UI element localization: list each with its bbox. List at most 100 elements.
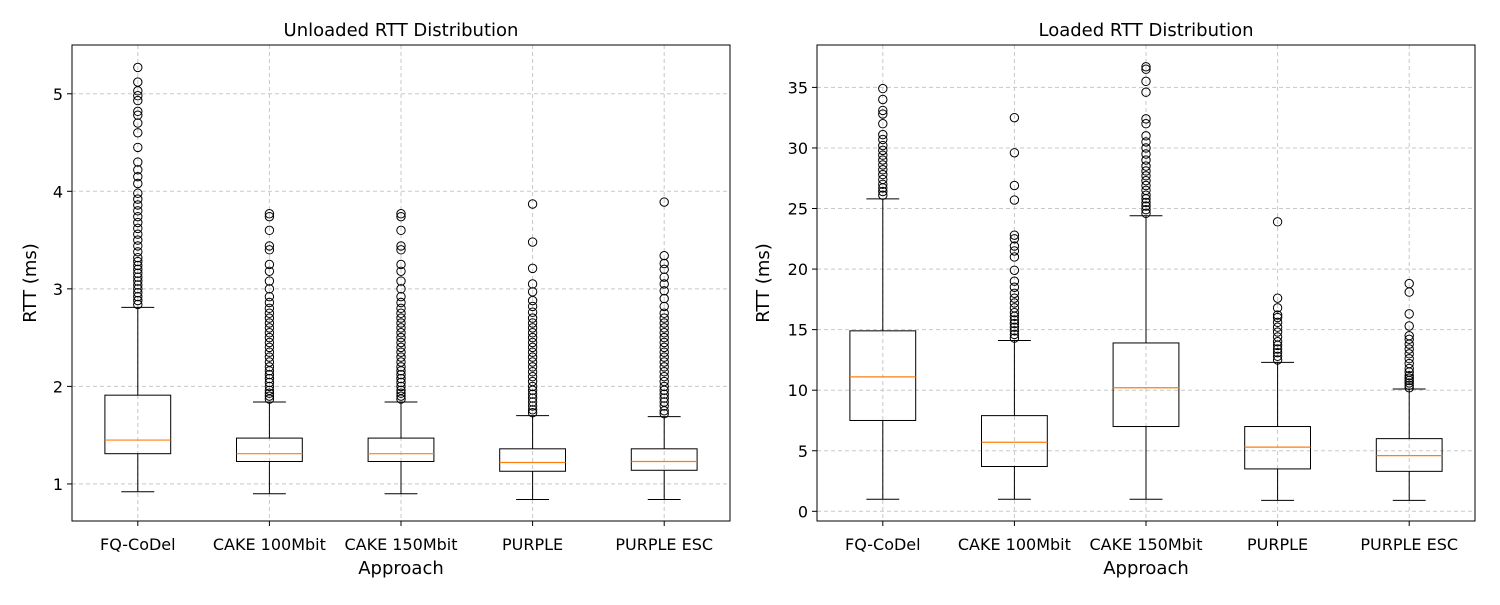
- box-3: [1112, 62, 1180, 500]
- box-2: [981, 112, 1048, 500]
- outlier-point: [1272, 355, 1283, 365]
- outlier-point: [659, 279, 669, 289]
- outlier-point: [264, 313, 275, 323]
- outlier-point: [396, 342, 406, 353]
- outlier-point: [264, 357, 275, 367]
- outlier-point: [133, 268, 143, 278]
- axis-ticks: 0 5 10 15 20 25 30 35 FQ-CoDel CAKE 100Mbit CAKE 1…: [788, 78, 1458, 554]
- outlier-point: [396, 291, 406, 302]
- outlier-point: [878, 186, 888, 197]
- outlier-point: [527, 287, 538, 297]
- y-axis-label: RTT (ms): [753, 243, 774, 323]
- outlier-point: [659, 286, 669, 296]
- outlier-point: [878, 165, 888, 175]
- iqr-box: [367, 437, 435, 462]
- outlier-point: [527, 301, 538, 312]
- outlier-point: [1272, 351, 1283, 361]
- outlier-point: [264, 391, 275, 401]
- outlier-point: [133, 206, 143, 216]
- outlier-point: [1009, 318, 1020, 329]
- outlier-point: [133, 178, 143, 189]
- outlier-point: [527, 401, 538, 411]
- outlier-point: [133, 280, 143, 290]
- outlier-point: [1404, 370, 1414, 381]
- iqr-box: [981, 415, 1048, 467]
- outlier-point: [527, 323, 538, 333]
- x-tick-label: CAKE 150Mbit: [1089, 535, 1202, 554]
- outlier-point: [264, 352, 275, 362]
- outlier-point: [396, 211, 406, 222]
- outlier-point: [396, 385, 406, 395]
- y-tick-label: 30: [788, 139, 808, 158]
- outlier-point: [1009, 252, 1020, 262]
- outlier-point: [133, 223, 143, 234]
- outlier-point: [1141, 149, 1151, 159]
- outlier-point: [133, 284, 143, 294]
- outlier-point: [1009, 246, 1020, 256]
- box-plots: [104, 62, 698, 501]
- outlier-point: [396, 313, 406, 323]
- outlier-point: [396, 381, 406, 392]
- y-tick-label: 1: [53, 475, 63, 494]
- y-tick-label: 4: [53, 182, 63, 201]
- box-1: [104, 62, 172, 493]
- box-plots: [849, 62, 1443, 501]
- outlier-point: [264, 297, 275, 308]
- outlier-point: [264, 209, 275, 219]
- outlier-point: [1141, 64, 1151, 74]
- outlier-point: [133, 241, 143, 251]
- outlier-point: [1272, 217, 1283, 227]
- outlier-point: [659, 337, 669, 348]
- outlier-point: [396, 357, 406, 367]
- outlier-point: [1141, 175, 1151, 186]
- outlier-point: [133, 110, 143, 120]
- x-tick-label: FQ-CoDel: [100, 535, 176, 554]
- outlier-point: [659, 197, 669, 207]
- outlier-point: [878, 169, 888, 180]
- y-tick-label: 3: [53, 280, 63, 299]
- x-tick-label: CAKE 100Mbit: [958, 535, 1071, 554]
- outlier-point: [1009, 112, 1020, 123]
- outlier-point: [396, 391, 406, 401]
- outlier-point: [1009, 180, 1020, 191]
- outlier-point: [659, 371, 669, 382]
- y-tick-label: 10: [788, 381, 808, 400]
- outlier-point: [396, 241, 406, 251]
- outlier-point: [1141, 155, 1151, 165]
- outlier-point: [1404, 349, 1414, 359]
- y-tick-label: 0: [798, 502, 808, 521]
- outlier-point: [659, 381, 669, 392]
- outlier-point: [264, 332, 275, 343]
- outlier-point: [1141, 166, 1151, 176]
- outlier-point: [396, 332, 406, 343]
- outlier-point: [133, 157, 143, 167]
- outlier-point: [396, 328, 406, 338]
- outlier-point: [264, 388, 275, 398]
- outlier-point: [527, 318, 538, 328]
- outlier-point: [1009, 303, 1020, 313]
- outlier-point: [659, 264, 669, 275]
- outlier-point: [264, 225, 275, 236]
- outlier-point: [659, 318, 669, 328]
- chart-title: Unloaded RTT Distribution: [284, 20, 519, 41]
- box-2: [236, 209, 303, 495]
- y-tick-label: 5: [53, 85, 63, 104]
- outlier-point: [396, 266, 406, 276]
- outlier-point: [133, 106, 143, 117]
- outlier-point: [659, 357, 669, 367]
- outlier-point: [264, 362, 275, 372]
- outlier-point: [878, 94, 888, 105]
- outlier-point: [264, 385, 275, 395]
- x-tick-label: PURPLE ESC: [1360, 535, 1458, 554]
- x-tick-label: FQ-CoDel: [845, 535, 921, 554]
- iqr-box: [1375, 438, 1443, 472]
- outlier-point: [878, 129, 888, 140]
- outlier-point: [396, 276, 406, 286]
- outlier-point: [1009, 322, 1020, 332]
- outlier-point: [133, 188, 143, 198]
- outlier-point: [396, 369, 406, 380]
- outlier-point: [659, 347, 669, 357]
- outlier-point: [264, 211, 275, 222]
- outlier-point: [133, 247, 143, 257]
